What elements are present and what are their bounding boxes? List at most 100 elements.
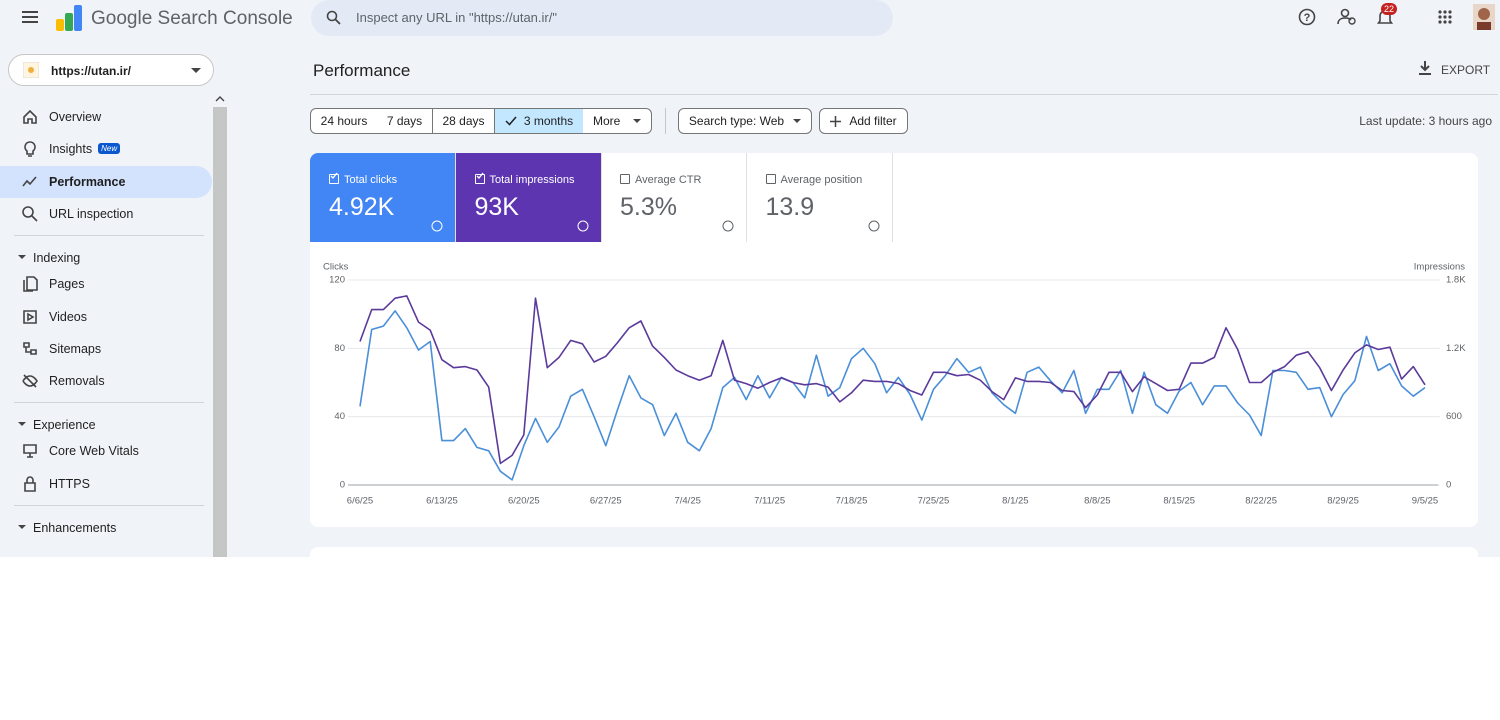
range-label: 3 months <box>523 114 574 128</box>
metric-card[interactable]: Total clicks 4.92K <box>310 153 456 242</box>
icon-shape <box>23 109 37 124</box>
nav-item[interactable]: Core Web Vitals <box>0 435 212 467</box>
nav-item[interactable]: Videos <box>0 301 212 333</box>
x-tick-label: 7/18/25 <box>836 496 868 507</box>
nav-label: HTTPS <box>49 476 90 491</box>
search-type-filter[interactable]: Search type: Web <box>678 108 812 134</box>
metric-name: Average position <box>780 174 863 186</box>
help-circle <box>577 220 588 232</box>
arrow-shape <box>18 525 26 529</box>
metric-label: Total clicks <box>329 172 455 186</box>
metric-value: 4.92K <box>329 193 395 221</box>
section-header[interactable]: Enhancements <box>18 521 116 535</box>
table-card <box>310 547 1478 557</box>
menu-icon[interactable] <box>22 10 38 24</box>
nav-icon <box>22 374 38 388</box>
help-circle <box>868 220 879 232</box>
nav-label: Removals <box>49 374 105 389</box>
y2-axis-title: Impressions <box>1414 262 1465 273</box>
nav-item[interactable]: Pages <box>0 268 212 300</box>
nav-item[interactable]: Performance <box>0 165 212 198</box>
divider <box>14 402 204 404</box>
performance-chart: Clicks Impressions 0 40 80 120 0 600 1.2K 1.8K 6/6… <box>323 262 1466 507</box>
nav-item[interactable]: Sitemaps <box>0 333 212 365</box>
x-tick-label: 6/6/25 <box>347 496 373 507</box>
logo <box>56 5 82 31</box>
nav-label: URL inspection <box>49 206 134 221</box>
x-tick-label: 7/11/25 <box>754 496 785 507</box>
add-filter[interactable]: Add filter <box>819 108 908 134</box>
help-circle <box>722 220 734 232</box>
range-button[interactable]: 24 hours <box>310 108 378 134</box>
section-header[interactable]: Experience <box>18 418 96 432</box>
last-update: Last update: 3 hours ago <box>1359 114 1492 128</box>
metric-card[interactable]: Average position 13.9 <box>747 153 893 242</box>
y2-tick-label: 0 <box>1446 480 1451 491</box>
section-header[interactable]: Indexing <box>18 251 80 265</box>
scrollbar <box>213 107 227 557</box>
metric-name: Average CTR <box>635 174 702 186</box>
nav-icon <box>23 444 37 459</box>
x-tick-label: 6/27/25 <box>590 496 622 507</box>
property-url: https://utan.ir/ <box>51 64 131 78</box>
avatar[interactable] <box>1473 4 1495 30</box>
property-selector[interactable]: https://utan.ir/ <box>8 54 214 86</box>
apps-icon[interactable] <box>1438 10 1452 24</box>
checkbox <box>765 174 776 184</box>
range-more[interactable]: More <box>583 108 652 134</box>
nav-item[interactable]: HTTPS <box>0 468 212 500</box>
help-circle <box>431 220 443 232</box>
divider <box>310 94 1498 95</box>
arrow-shape <box>18 422 26 427</box>
filter-label: Search type: Web <box>688 114 785 128</box>
y-axis-title: Clicks <box>323 262 349 273</box>
metric-card[interactable]: Average CTR 5.3% <box>601 153 747 242</box>
nav-icon <box>23 309 37 324</box>
scroll-up[interactable] <box>215 96 225 102</box>
nav-icon <box>24 475 36 492</box>
nav-label: Overview <box>49 110 102 124</box>
nav-item[interactable]: Removals <box>0 365 212 397</box>
app: Google Search Console Inspect any URL in… <box>0 0 1500 557</box>
check <box>476 172 484 180</box>
property-icon <box>23 62 39 78</box>
nav-icon <box>22 176 37 187</box>
x-tick-label: 6/20/25 <box>508 496 540 507</box>
help-icon <box>868 220 879 232</box>
checkbox <box>329 172 339 184</box>
nav-item[interactable]: Overview <box>0 101 212 133</box>
collapse-arrow <box>18 525 26 529</box>
filter-label: Add filter <box>849 114 897 128</box>
divider <box>14 505 204 506</box>
x-tick-label: 8/15/25 <box>1163 496 1195 507</box>
icon-shape <box>22 176 37 187</box>
y2-tick-label: 1.2K <box>1446 343 1466 354</box>
icon-shape <box>23 444 37 459</box>
x-tick-label: 6/13/25 <box>426 496 458 507</box>
export-button[interactable]: EXPORT <box>1441 63 1491 77</box>
nav-label: Insights New <box>49 142 121 156</box>
range-button[interactable]: 28 days <box>433 108 495 134</box>
nav-item[interactable]: Insights New <box>0 133 212 165</box>
y2-tick-label: 600 <box>1446 411 1462 422</box>
range-button-selected[interactable]: 3 months <box>494 108 584 134</box>
x-tick-label: 8/29/25 <box>1327 496 1359 507</box>
url-inspect-search[interactable]: Inspect any URL in "https://utan.ir/" <box>311 0 893 36</box>
nav-item[interactable]: URL inspection <box>0 198 212 230</box>
nav-label: Core Web Vitals <box>49 444 139 459</box>
divider <box>14 235 204 237</box>
y-tick-label: 0 <box>340 480 345 491</box>
metric-value: 5.3% <box>620 193 677 221</box>
range-button[interactable]: 7 days <box>377 108 433 134</box>
metric-label: Average position <box>765 174 892 186</box>
search-icon <box>326 10 341 25</box>
icon-shape <box>23 309 37 324</box>
check-icon <box>505 116 517 126</box>
help-icon <box>431 220 443 232</box>
metric-card[interactable]: Total impressions 93K <box>455 153 602 242</box>
checkbox <box>620 174 630 184</box>
x-tick-label: 8/8/25 <box>1084 496 1110 507</box>
help-icon[interactable]: ? <box>1298 8 1316 26</box>
users-icon[interactable] <box>1337 8 1357 26</box>
